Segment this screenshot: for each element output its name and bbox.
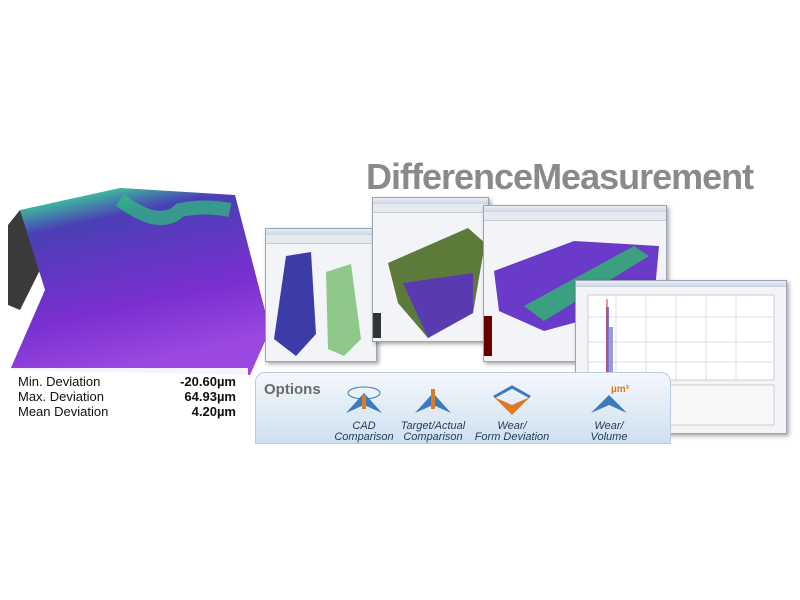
surface-render <box>8 188 270 375</box>
title: DifferenceMeasurement <box>366 156 754 197</box>
option-item: CAD Comparison <box>319 421 409 443</box>
app-window <box>265 228 377 362</box>
option-line: Comparison <box>334 431 394 443</box>
stat-row: Max. Deviation 64.93µm <box>18 389 236 404</box>
stat-value: 4.20µm <box>191 404 236 419</box>
window-view <box>373 228 485 338</box>
icon-target <box>415 389 451 413</box>
option-line: Wear/ <box>497 420 527 432</box>
option-line: Wear/ <box>594 420 624 432</box>
icon-label: µm³ <box>611 384 629 395</box>
option-line: Volume <box>590 431 628 443</box>
option-line: Comparison <box>403 431 463 443</box>
window-view <box>274 252 361 356</box>
option-item: Wear/Volume <box>564 421 654 443</box>
options-panel: Options µm³ CAD Comparison Target/Actual C… <box>255 372 671 444</box>
app-window <box>372 197 489 342</box>
stat-row: Mean Deviation 4.20µm <box>18 404 236 419</box>
option-line: CAD <box>352 420 376 432</box>
option-line: Target/Actual <box>400 420 466 432</box>
stat-label: Mean Deviation <box>18 404 109 419</box>
stat-value: 64.93µm <box>184 389 236 404</box>
option-line: Form Deviation <box>474 431 550 443</box>
stat-value: -20.60µm <box>180 374 236 389</box>
option-item: Target/Actual Comparison <box>388 421 478 443</box>
icon-wear <box>493 385 531 415</box>
stat-row: Min. Deviation -20.60µm <box>18 374 236 389</box>
stat-label: Min. Deviation <box>18 374 101 389</box>
option-item: Wear/Form Deviation <box>467 421 557 443</box>
icon-volume: µm³ <box>591 384 629 413</box>
stat-label: Max. Deviation <box>18 389 104 404</box>
options-title: Options <box>264 381 321 398</box>
stats-box: Min. Deviation -20.60µm Max. Deviation 64.… <box>8 368 248 424</box>
icon-cad <box>346 386 382 413</box>
